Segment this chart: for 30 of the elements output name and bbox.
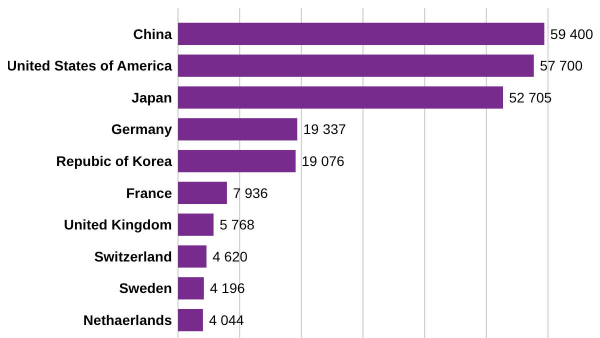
data-label: 4 044 [208,312,244,328]
y-tick-label: Japan [132,89,172,106]
bar [178,118,298,140]
y-tick-label: Sweden [119,280,172,296]
data-label: 19 076 [302,153,345,169]
bar [178,86,504,109]
bar [178,54,534,77]
data-label: 7 936 [232,184,268,201]
y-tick-label: United Kingdom [64,216,172,233]
y-tick-label: United States of America [6,58,172,74]
y-tick-label: China [133,26,172,42]
data-label: 57 700 [540,58,583,74]
data-label: 52 705 [509,89,552,106]
bar [178,214,214,236]
data-label: 4 620 [212,248,248,264]
y-tick-label: Nethaerlands [83,312,172,328]
bar [178,150,296,172]
data-label: 4 196 [210,280,246,296]
bar [178,22,544,46]
bar [178,182,227,204]
bar [178,308,203,332]
y-tick-label: Repubic of Korea [56,153,172,169]
y-tick-label: Switzerland [94,248,172,264]
data-label: 5 768 [220,216,255,233]
bar [178,245,206,268]
y-tick-label: France [126,184,172,201]
data-label: 59 400 [550,26,594,42]
bar [178,277,204,300]
y-tick-label: Germany [111,121,172,138]
data-label: 19 337 [303,121,346,138]
